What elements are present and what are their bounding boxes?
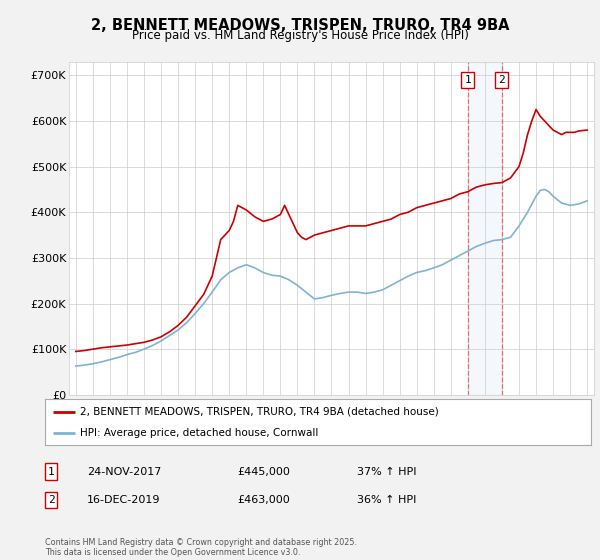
Text: 36% ↑ HPI: 36% ↑ HPI <box>357 495 416 505</box>
Text: 2: 2 <box>499 75 505 85</box>
Text: 2: 2 <box>47 495 55 505</box>
Bar <box>468 62 502 395</box>
Text: 2, BENNETT MEADOWS, TRISPEN, TRURO, TR4 9BA: 2, BENNETT MEADOWS, TRISPEN, TRURO, TR4 … <box>91 18 509 33</box>
Text: £445,000: £445,000 <box>237 466 290 477</box>
Text: £463,000: £463,000 <box>237 495 290 505</box>
Text: 24-NOV-2017: 24-NOV-2017 <box>87 466 161 477</box>
Text: Price paid vs. HM Land Registry's House Price Index (HPI): Price paid vs. HM Land Registry's House … <box>131 29 469 42</box>
Text: 16-DEC-2019: 16-DEC-2019 <box>87 495 161 505</box>
Text: 2, BENNETT MEADOWS, TRISPEN, TRURO, TR4 9BA (detached house): 2, BENNETT MEADOWS, TRISPEN, TRURO, TR4 … <box>80 407 439 417</box>
Text: 1: 1 <box>47 466 55 477</box>
Text: 1: 1 <box>464 75 471 85</box>
Text: 37% ↑ HPI: 37% ↑ HPI <box>357 466 416 477</box>
Text: HPI: Average price, detached house, Cornwall: HPI: Average price, detached house, Corn… <box>80 428 319 438</box>
Text: Contains HM Land Registry data © Crown copyright and database right 2025.
This d: Contains HM Land Registry data © Crown c… <box>45 538 357 557</box>
